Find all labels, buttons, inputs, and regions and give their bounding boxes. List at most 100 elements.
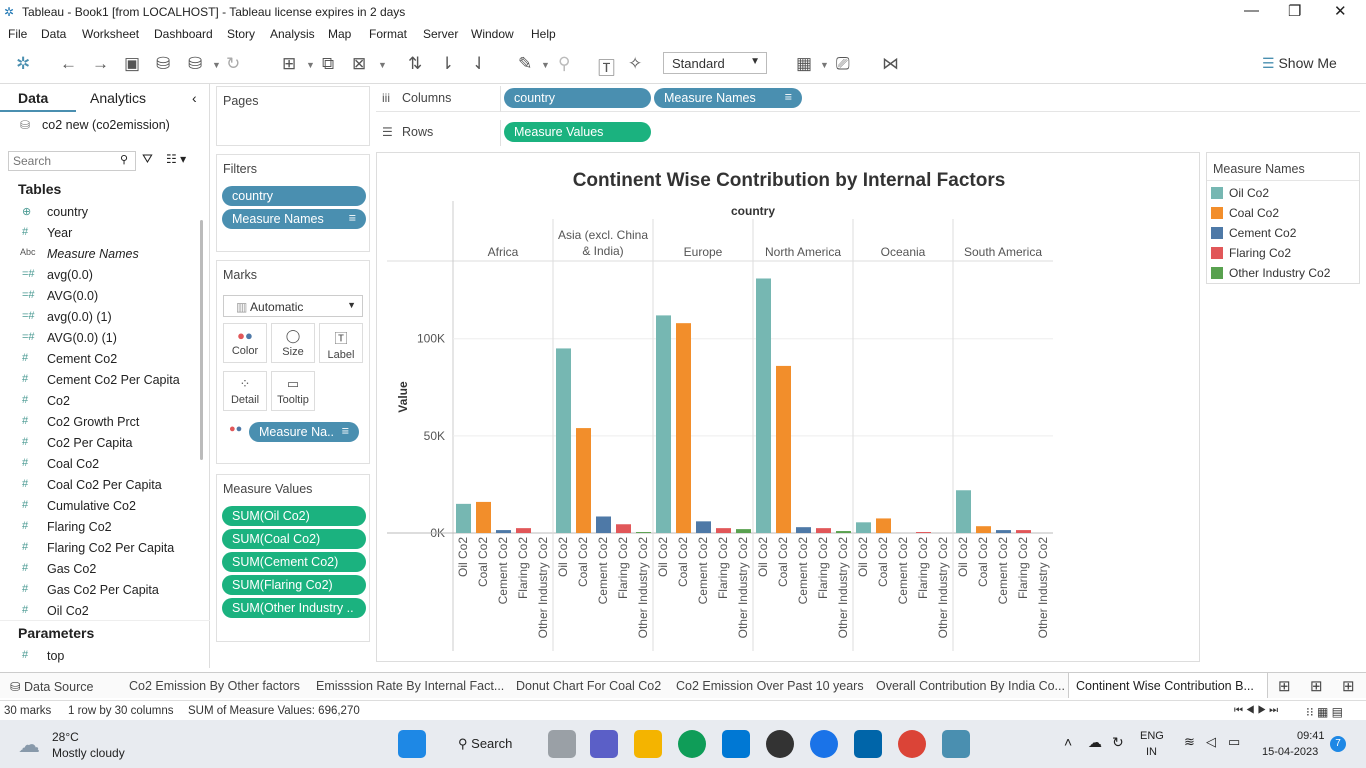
show-me-button[interactable]: ☰ Show Me — [1262, 55, 1337, 72]
filter-pill-country[interactable]: country — [222, 186, 366, 206]
filters-card[interactable]: Filters country Measure Names ≡ — [216, 154, 370, 252]
chevron-down-icon[interactable]: ▼ — [378, 60, 387, 70]
legend-item-oil[interactable]: Oil Co2 — [1211, 186, 1269, 200]
chevron-down-icon[interactable]: ▼ — [541, 60, 550, 70]
weather-temp[interactable]: 28°C — [52, 730, 79, 744]
field-item[interactable]: AVG(0.0) — [47, 289, 99, 303]
columns-pill-country[interactable]: country — [504, 88, 651, 108]
mv-pill-coal[interactable]: SUM(Coal Co2) — [222, 529, 366, 549]
size-button[interactable]: ◯ Size — [271, 323, 315, 363]
menu-format[interactable]: Format — [369, 27, 408, 41]
parameter-top[interactable]: top — [47, 649, 65, 663]
menu-file[interactable]: File — [8, 27, 28, 41]
file-explorer-icon[interactable] — [634, 730, 662, 758]
field-item[interactable]: Gas Co2 Per Capita — [47, 583, 159, 597]
lang-primary[interactable]: ENG — [1140, 730, 1164, 742]
group-icon[interactable]: ⚲ — [558, 54, 571, 73]
datasource-name[interactable]: co2 new (co2emission) — [42, 118, 170, 132]
field-item[interactable]: Coal Co2 Per Capita — [47, 478, 162, 492]
menu-data[interactable]: Data — [41, 27, 67, 41]
fit-dropdown[interactable]: Standard ▼ — [663, 52, 767, 74]
field-item[interactable]: Flaring Co2 — [47, 520, 112, 534]
field-item[interactable]: Flaring Co2 Per Capita — [47, 541, 175, 555]
redo-icon[interactable]: → — [92, 54, 109, 73]
field-item[interactable]: Co2 — [47, 394, 70, 408]
field-item[interactable]: country — [47, 205, 88, 219]
wifi-icon[interactable]: ≋ — [1184, 734, 1195, 749]
chevron-down-icon[interactable]: ▼ — [306, 60, 315, 70]
chevron-down-icon[interactable]: ▼ — [212, 60, 221, 70]
windows-start-icon[interactable] — [398, 730, 426, 758]
app-icon[interactable] — [766, 730, 794, 758]
new-datasource-icon[interactable]: ⛁ — [156, 54, 171, 73]
clear-sheet-icon[interactable]: ⊠ — [352, 54, 367, 73]
store-icon[interactable] — [722, 730, 750, 758]
mv-pill-cement[interactable]: SUM(Cement Co2) — [222, 552, 366, 572]
legend-item-cement[interactable]: Cement Co2 — [1211, 226, 1296, 240]
mv-pill-other[interactable]: SUM(Other Industry .. — [222, 598, 366, 618]
task-view-icon[interactable] — [548, 730, 576, 758]
tooltip-button[interactable]: ▭ Tooltip — [271, 371, 315, 411]
color-button[interactable]: ●● Color — [223, 323, 267, 363]
field-item[interactable]: avg(0.0) (1) — [47, 310, 112, 324]
menu-help[interactable]: Help — [531, 27, 556, 41]
clock-time[interactable]: 09:41 — [1297, 730, 1325, 742]
collapse-icon[interactable]: ‹ — [192, 90, 197, 106]
minimize-icon[interactable]: — — [1244, 2, 1259, 19]
legend-item-other[interactable]: Other Industry Co2 — [1211, 266, 1330, 280]
duplicate-sheet-icon[interactable]: ⧉ — [322, 54, 335, 73]
detail-button[interactable]: ⁘ Detail — [223, 371, 267, 411]
marks-pill-measure-names[interactable]: Measure Na.. ≡ — [249, 422, 359, 442]
menu-window[interactable]: Window — [471, 27, 514, 41]
menu-map[interactable]: Map — [328, 27, 352, 41]
sort-ascending-icon[interactable]: ⇂ — [440, 54, 455, 73]
filter-icon[interactable]: ⛛ — [142, 151, 153, 166]
notification-badge[interactable]: 7 — [1330, 736, 1346, 752]
show-labels-icon[interactable]: 🅃 — [598, 59, 615, 78]
refresh-icon[interactable]: ↻ — [226, 54, 241, 73]
grid-view-icon[interactable]: ⁝⁝ ▦ ▤ — [1306, 705, 1343, 719]
lang-secondary[interactable]: IN — [1146, 746, 1157, 758]
sheet-tab[interactable]: Co2 Emission Over Past 10 years — [676, 679, 864, 693]
pause-updates-icon[interactable]: ⛁ — [188, 54, 203, 73]
tableau-icon[interactable]: ✲ — [16, 54, 31, 73]
new-worksheet-icon[interactable]: ⊞ — [1278, 678, 1291, 695]
menu-analysis[interactable]: Analysis — [270, 27, 315, 41]
network-icon[interactable]: ☁ — [1088, 734, 1102, 750]
menu-story[interactable]: Story — [227, 27, 256, 41]
chevron-up-icon[interactable]: ˄ — [1064, 734, 1073, 750]
view-list-icon[interactable]: ☷ ▾ — [166, 152, 187, 166]
field-item[interactable]: Co2 Per Capita — [47, 436, 133, 450]
chevron-down-icon[interactable]: ▼ — [820, 60, 829, 70]
tableau-taskbar-icon[interactable] — [942, 730, 970, 758]
mv-pill-oil[interactable]: SUM(Oil Co2) — [222, 506, 366, 526]
new-story-icon[interactable]: ⊞ — [1342, 678, 1355, 695]
pages-card[interactable]: Pages — [216, 86, 370, 146]
help-icon[interactable] — [810, 730, 838, 758]
columns-shelf[interactable]: iii Columns country Measure Names ≡ — [376, 86, 1360, 112]
field-item[interactable]: Measure Names — [47, 247, 139, 261]
sheet-tab-active[interactable]: Continent Wise Contribution B... — [1076, 679, 1254, 693]
mark-type-dropdown[interactable]: ▥ Automatic ▼ — [223, 295, 363, 317]
rows-shelf[interactable]: ☰ Rows Measure Values — [376, 120, 1360, 146]
menu-worksheet[interactable]: Worksheet — [82, 27, 140, 41]
battery-icon[interactable]: ▭ — [1228, 734, 1241, 749]
swap-axes-icon[interactable]: ⇅ — [408, 54, 423, 73]
menu-dashboard[interactable]: Dashboard — [154, 27, 213, 41]
taskbar-search[interactable]: ⚲ Search — [446, 731, 534, 757]
restore-icon[interactable]: ❐ — [1288, 3, 1302, 20]
sync-icon[interactable]: ↻ — [1112, 734, 1124, 750]
new-dashboard-icon[interactable]: ⊞ — [1310, 678, 1323, 695]
tab-data-source[interactable]: ⛁ Data Source — [10, 679, 93, 694]
nav-buttons-icon[interactable]: ⏮ ◀ ▶ ⏭ — [1234, 705, 1279, 716]
scrollbar[interactable] — [200, 220, 203, 460]
field-item[interactable]: Cement Co2 — [47, 352, 118, 366]
vscode-icon[interactable] — [854, 730, 882, 758]
field-item[interactable]: Coal Co2 — [47, 457, 100, 471]
tab-data[interactable]: Data — [18, 90, 49, 106]
sort-descending-icon[interactable]: ⇃ — [472, 54, 487, 73]
sheet-tab[interactable]: Donut Chart For Coal Co2 — [516, 679, 662, 693]
weather-desc[interactable]: Mostly cloudy — [52, 746, 125, 760]
label-button[interactable]: 🅃 Label — [319, 323, 363, 363]
edge-icon[interactable] — [678, 730, 706, 758]
